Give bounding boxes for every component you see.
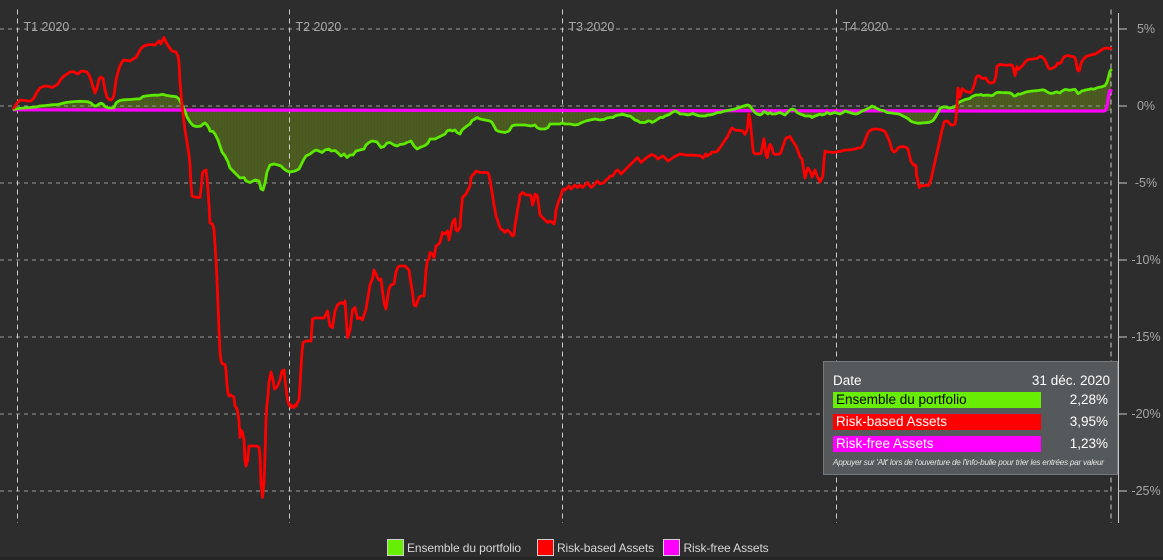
svg-text:-20%: -20% bbox=[1131, 407, 1160, 421]
svg-text:T4 2020: T4 2020 bbox=[843, 20, 889, 34]
svg-text:-15%: -15% bbox=[1131, 330, 1160, 344]
svg-text:0%: 0% bbox=[1137, 99, 1155, 113]
svg-text:T3 2020: T3 2020 bbox=[569, 20, 615, 34]
svg-text:T2 2020: T2 2020 bbox=[296, 20, 342, 34]
svg-text:-25%: -25% bbox=[1131, 484, 1160, 498]
svg-text:T1 2020: T1 2020 bbox=[24, 20, 70, 34]
svg-text:5%: 5% bbox=[1137, 22, 1155, 36]
svg-text:-5%: -5% bbox=[1135, 176, 1157, 190]
svg-text:-10%: -10% bbox=[1131, 253, 1160, 267]
